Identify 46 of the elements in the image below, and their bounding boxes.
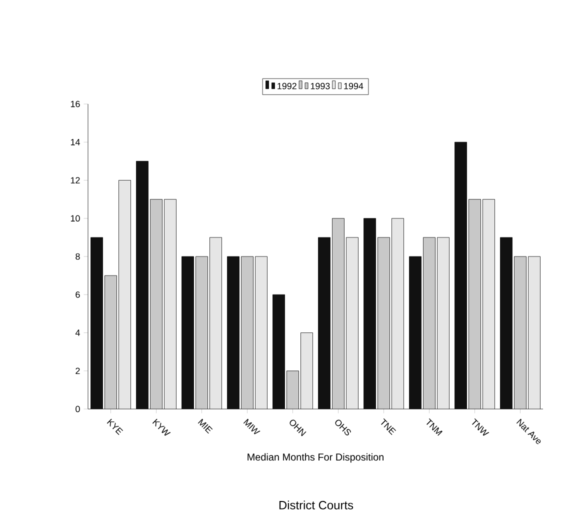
- bar: [346, 237, 358, 409]
- bar: [104, 276, 117, 409]
- bar: [118, 180, 131, 409]
- bar: [332, 218, 344, 409]
- text: District Courts: [279, 500, 354, 510]
- y-tick-label: 8: [76, 253, 80, 260]
- legend-label: 1992: [278, 82, 296, 90]
- bar: [409, 256, 422, 409]
- bar: [241, 256, 254, 409]
- bar: [500, 237, 512, 409]
- bar: [300, 332, 313, 409]
- bar: [528, 256, 540, 409]
- bar: [150, 199, 162, 409]
- bar: [392, 218, 404, 409]
- bar: [182, 256, 194, 409]
- bar: [90, 237, 103, 409]
- bar: [423, 237, 436, 409]
- bar: [454, 142, 467, 409]
- y-tick-label: 6: [76, 291, 80, 298]
- bar: [378, 237, 390, 409]
- bar: [482, 199, 495, 409]
- bar: [164, 199, 176, 409]
- bar: [272, 294, 285, 409]
- bar: [136, 161, 148, 409]
- y-tick-label: 10: [70, 215, 80, 222]
- y-tick-label: 2: [76, 368, 80, 374]
- x-tick-label: Nat Ave: [516, 418, 541, 444]
- bar: [318, 237, 330, 409]
- bar: [255, 256, 268, 409]
- y-tick-label: 12: [70, 177, 80, 184]
- legend-label: 1993: [310, 82, 330, 90]
- bar: [286, 370, 299, 409]
- bar: [468, 199, 481, 409]
- y-tick-label: 14: [70, 139, 80, 146]
- bar: [364, 218, 376, 409]
- x-tick-label: MIE: [198, 418, 213, 434]
- y-tick-label: 4: [75, 330, 80, 336]
- y-tick-label: 0: [76, 406, 80, 412]
- x-axis-title: Median Months For Disposition: [248, 453, 384, 463]
- legend-label: 1994: [344, 82, 364, 90]
- y-tick-label: 16: [70, 100, 80, 108]
- bar: [210, 237, 222, 409]
- bar: [227, 256, 240, 409]
- bar: [196, 256, 208, 409]
- bar: [437, 237, 450, 409]
- bar: [514, 256, 526, 409]
